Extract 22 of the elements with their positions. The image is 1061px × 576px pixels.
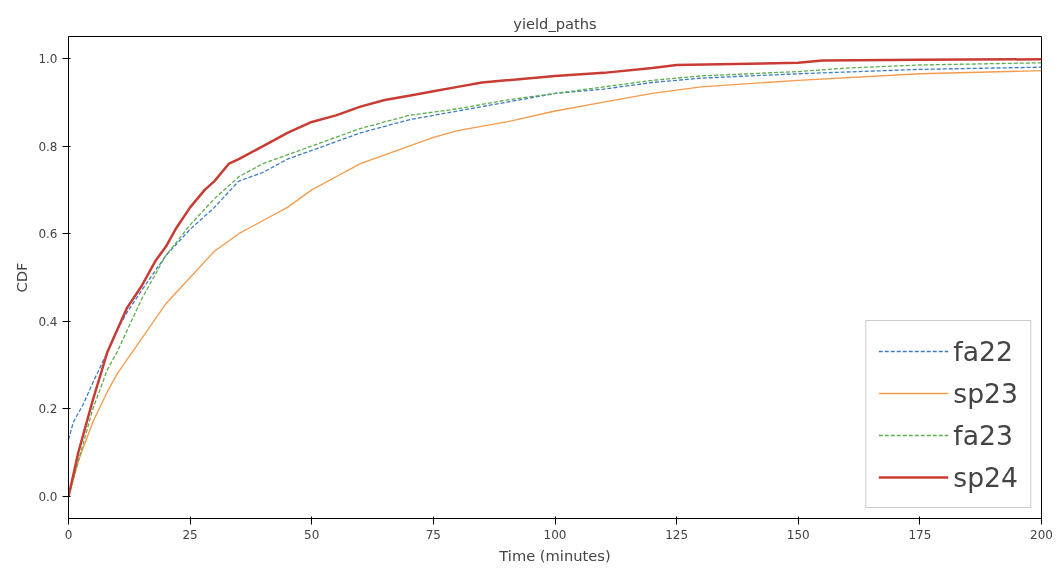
x-axis-title: Time (minutes) bbox=[498, 546, 611, 564]
legend-label: fa23 bbox=[953, 418, 1013, 453]
y-tick-label: 0.2 bbox=[38, 402, 58, 417]
y-axis-title: CDF bbox=[13, 262, 31, 293]
y-tick-label: 1.0 bbox=[38, 51, 58, 66]
y-tick-label: 0.4 bbox=[38, 314, 58, 329]
legend-label: fa22 bbox=[953, 334, 1013, 369]
legend-label: sp23 bbox=[953, 376, 1018, 411]
y-tick-label: 0.6 bbox=[38, 227, 58, 242]
x-tick-label: 125 bbox=[665, 527, 689, 542]
x-tick-label: 175 bbox=[908, 527, 932, 542]
x-tick-label: 25 bbox=[182, 527, 198, 542]
x-tick-label: 0 bbox=[64, 527, 73, 542]
x-tick-label: 100 bbox=[543, 527, 567, 542]
x-tick-label: 50 bbox=[304, 527, 320, 542]
legend-label: sp24 bbox=[953, 460, 1018, 495]
chart-title: yield_paths bbox=[513, 14, 597, 32]
x-tick-label: 75 bbox=[425, 527, 442, 542]
x-tick-label: 150 bbox=[786, 527, 810, 542]
x-tick-label: 200 bbox=[1030, 527, 1053, 542]
y-tick-label: 0.8 bbox=[38, 139, 58, 154]
y-tick-label: 0.0 bbox=[38, 490, 58, 505]
